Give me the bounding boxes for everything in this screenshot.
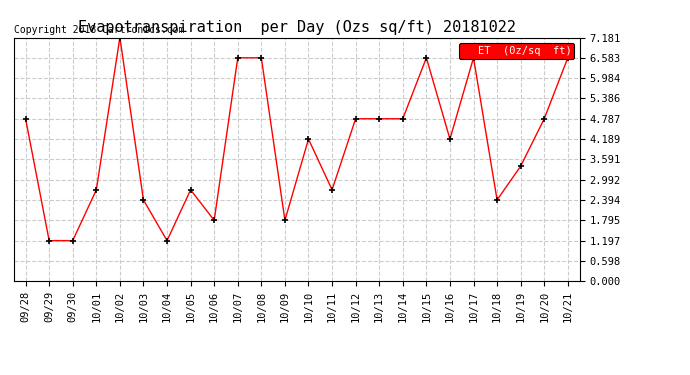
Title: Evapotranspiration  per Day (Ozs sq/ft) 20181022: Evapotranspiration per Day (Ozs sq/ft) 2… xyxy=(78,20,515,35)
Legend: ET  (0z/sq  ft): ET (0z/sq ft) xyxy=(459,43,574,59)
Text: Copyright 2018 Cartronics.com: Copyright 2018 Cartronics.com xyxy=(14,25,184,35)
